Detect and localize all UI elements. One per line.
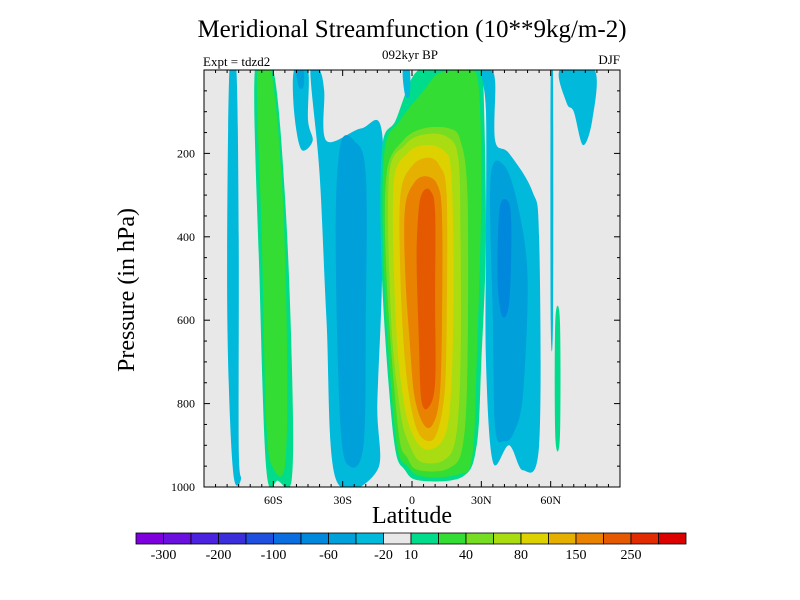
- colorbar-label: -60: [319, 548, 338, 563]
- colorbar-swatch: [218, 532, 247, 545]
- x-tick-label: 0: [409, 493, 415, 507]
- contour-cell-5S-upper: [402, 70, 411, 99]
- colorbar-swatch: [410, 532, 439, 545]
- colorbar-label: 10: [404, 548, 418, 563]
- contour-cell-80N-line: [550, 70, 554, 352]
- y-tick-label: 200: [177, 146, 195, 160]
- y-tick-label: 1000: [171, 480, 195, 494]
- y-tick-label: 400: [177, 230, 195, 244]
- x-tick-label: 30N: [471, 493, 492, 507]
- plot-axes: 60S 30S 0 30N 60N 200 400 600 800 1000: [171, 69, 621, 507]
- colorbar-swatch: [520, 532, 549, 545]
- colorbar-swatch: [438, 532, 467, 545]
- colorbar-swatch: [355, 532, 384, 545]
- x-tick-label: 30S: [333, 493, 352, 507]
- contour-cell-50S-upper-west: [292, 70, 313, 151]
- contour-cell-equator-200: [416, 188, 436, 410]
- colorbar-swatch: [300, 532, 329, 545]
- colorbar-swatch: [603, 532, 632, 545]
- contour-cell-60S-westcolumn: [227, 70, 242, 486]
- colorbar-label: 250: [621, 548, 642, 563]
- colorbar-swatch: [575, 532, 604, 545]
- colorbar-swatch: [273, 532, 302, 545]
- colorbar-swatch: [328, 532, 357, 545]
- x-tick-label: 60N: [540, 493, 561, 507]
- colorbar-swatch: [548, 532, 577, 545]
- x-tick-label: 60S: [264, 493, 283, 507]
- colorbar-swatch: [630, 532, 659, 545]
- colorbar-swatch: [465, 532, 494, 545]
- contour-regions: [204, 70, 620, 487]
- colorbar-label: 40: [459, 548, 473, 563]
- colorbar-label: -20: [374, 548, 393, 563]
- colorbar-label: 150: [566, 548, 587, 563]
- x-axis-label: Latitude: [372, 503, 452, 529]
- chart-title: Meridional Streamfunction (10**9kg/m-2): [197, 16, 627, 43]
- colorbar-swatch: [135, 532, 164, 545]
- y-tick-label: 600: [177, 313, 195, 327]
- colorbar-swatch: [163, 532, 192, 545]
- colorbar-swatch: [493, 532, 522, 545]
- contour-cell-35S-core: [335, 135, 367, 468]
- contour-cell-north-inner: [497, 199, 512, 318]
- colorbar-label: -300: [151, 548, 177, 563]
- season-label: DJF: [598, 52, 620, 67]
- colorbar-swatch: [245, 532, 274, 545]
- colorbar-label: 80: [514, 548, 528, 563]
- colorbar: -300 -200 -100 -60 -20 10 40 80 150 250: [135, 532, 687, 563]
- chart-subtitle: 092kyr BP: [382, 47, 438, 62]
- colorbar-swatch: [383, 532, 412, 545]
- colorbar-swatch: [658, 532, 687, 545]
- y-tick-label: 800: [177, 397, 195, 411]
- colorbar-label: -100: [261, 548, 287, 563]
- contour-cell-55S-core: [256, 70, 288, 477]
- experiment-label: Expt = tdzd2: [203, 54, 271, 69]
- colorbar-swatch: [190, 532, 219, 545]
- contour-cell-north-high: [558, 70, 597, 146]
- contour-cell-north-strip: [554, 305, 561, 452]
- colorbar-label: -200: [206, 548, 232, 563]
- contour-cell-50S-upper-core: [296, 70, 305, 89]
